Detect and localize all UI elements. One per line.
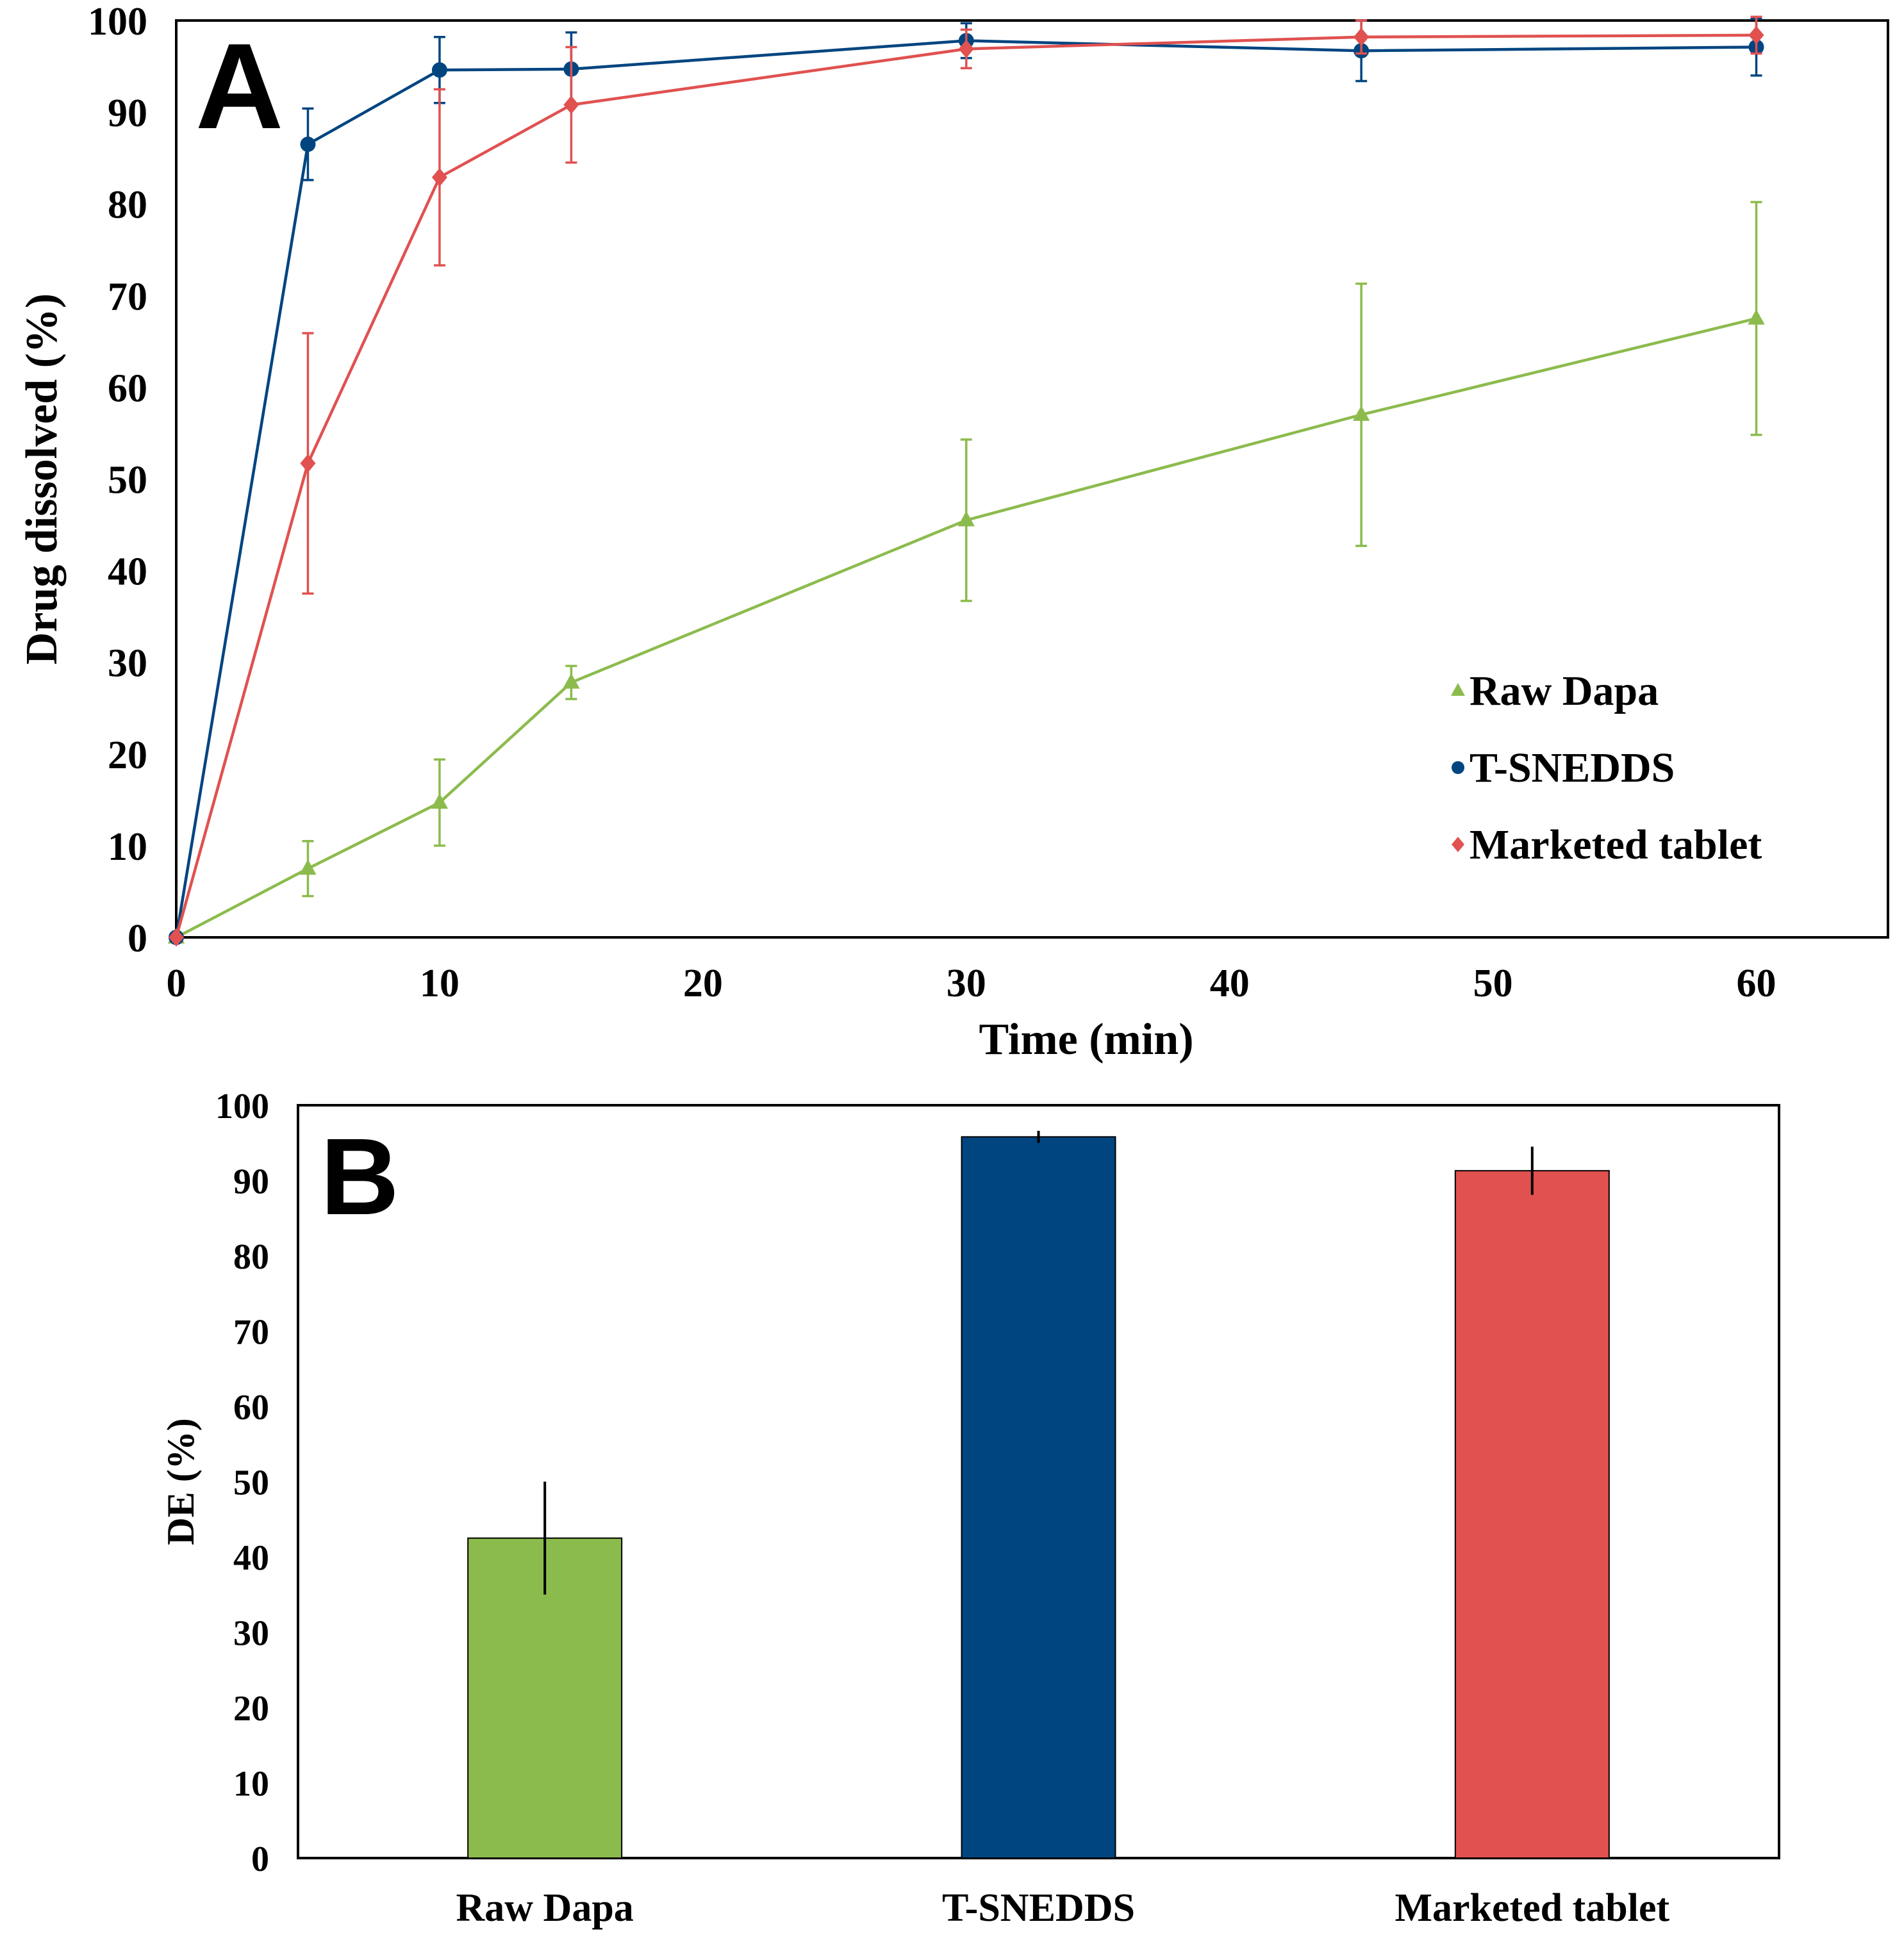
series-raw-dapa-point: [1352, 405, 1370, 421]
panel-b-y-tick-label: 0: [251, 1839, 269, 1879]
panel-b-letter: B: [320, 1116, 399, 1238]
bar-t-snedds-category-label: T-SNEDDS: [942, 1886, 1135, 1930]
series-raw-dapa-point: [1748, 309, 1765, 325]
series-t-snedds-point: [431, 62, 447, 78]
panel-b-y-tick-label: 50: [233, 1463, 269, 1503]
bar-marketed-tablet-category-label: Marketed tablet: [1395, 1886, 1669, 1930]
legend-label-raw-dapa: Raw Dapa: [1469, 668, 1659, 714]
panel-b-y-tick-label: 40: [233, 1538, 269, 1578]
series-t-snedds-point: [300, 136, 316, 152]
panel-b-y-tick-label: 60: [233, 1388, 269, 1428]
panel-b-y-tick-label: 70: [233, 1313, 269, 1353]
panel-b-y-tick-label: 10: [233, 1765, 269, 1804]
panel-a-x-axis-title: Time (min): [979, 1015, 1193, 1064]
series-marketed-tablet-point: [563, 95, 579, 115]
panel-b-y-tick-label: 90: [233, 1162, 269, 1202]
series-raw-dapa-point: [299, 859, 317, 875]
series-marketed-tablet-point: [300, 454, 316, 473]
panel-a-y-tick-label: 70: [108, 275, 147, 318]
panel-a-y-tick-label: 60: [108, 366, 147, 410]
bar-raw-dapa-category-label: Raw Dapa: [456, 1886, 634, 1930]
series-raw-dapa-point: [431, 793, 449, 809]
panel-a-y-tick-label: 40: [108, 550, 147, 594]
series-raw-dapa-point: [957, 511, 975, 527]
bar-marketed-tablet: [1454, 1170, 1610, 1859]
panel-a-y-tick-label: 50: [108, 459, 147, 502]
series-marketed-tablet-point: [169, 928, 184, 947]
panel-a-x-tick-label: 60: [1737, 962, 1776, 1005]
panel-a-y-tick-label: 90: [108, 92, 147, 135]
panel-a-y-tick-label: 80: [108, 183, 147, 227]
panel-a-x-tick-label: 30: [947, 962, 986, 1005]
panel-a-y-tick-label: 20: [108, 734, 147, 777]
panel-b-y-tick-label: 80: [233, 1237, 269, 1277]
panel-a-letter: A: [195, 19, 283, 154]
panel-a-y-tick-label: 30: [108, 642, 147, 686]
panel-a-y-tick-label: 100: [88, 0, 147, 44]
legend-label-t-snedds: T-SNEDDS: [1469, 745, 1675, 791]
panel-b-y-tick-label: 20: [233, 1689, 269, 1729]
legend-marker-raw-dapa: [1451, 683, 1465, 696]
panel-a-y-tick-label: 10: [108, 825, 147, 869]
legend-marker-marketed-tablet: [1452, 837, 1464, 852]
series-marketed-tablet-point: [958, 39, 974, 58]
legend-marker-t-snedds: [1452, 761, 1464, 774]
panel-a-y-tick-label: 0: [128, 917, 147, 960]
panel-a-x-tick-label: 50: [1473, 962, 1513, 1005]
panel-a-x-tick-label: 20: [683, 962, 723, 1005]
panel-a-y-axis-title: Drug dissolved (%): [17, 293, 67, 664]
panel-b-y-axis-title: DE (%): [160, 1418, 202, 1545]
bar-t-snedds: [961, 1136, 1116, 1859]
series-marketed-tablet-point: [1748, 26, 1764, 45]
panel-b-y-tick-label: 100: [215, 1087, 269, 1126]
panel-a-x-tick-label: 10: [420, 962, 459, 1005]
panel-a-x-tick-label: 0: [167, 962, 186, 1005]
series-marketed-tablet-point: [1353, 28, 1370, 47]
series-marketed-tablet-point: [431, 168, 447, 187]
series-raw-dapa-point: [563, 673, 580, 689]
legend-label-marketed-tablet: Marketed tablet: [1469, 821, 1762, 868]
panel-a-x-tick-label: 40: [1210, 962, 1250, 1005]
panel-b-y-tick-label: 30: [233, 1614, 269, 1654]
